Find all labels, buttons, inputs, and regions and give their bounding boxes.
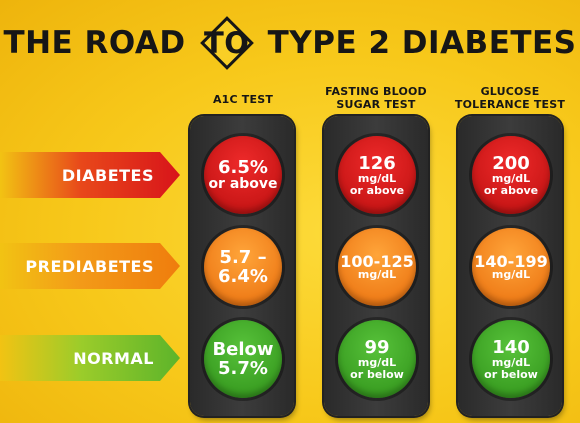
column-header-line: A1C TEST — [212, 93, 274, 106]
light-red: 200 mg/dL or above — [472, 136, 550, 214]
light-value: 126 — [358, 152, 396, 174]
light-value: 140-199 — [474, 251, 548, 271]
row-label-prediabetes: PREDIABETES — [0, 243, 180, 289]
light-red: 6.5% or above — [204, 136, 282, 214]
light-value: 200 — [492, 152, 530, 174]
light-qualifier: or above — [483, 183, 539, 197]
light-unit: mg/dL — [491, 171, 531, 185]
title-middle: TO — [203, 26, 250, 60]
light-green: Below 5.7% — [204, 320, 282, 398]
light-orange: 5.7 – 6.4% — [204, 228, 282, 306]
light-orange: 100-125 mg/dL — [338, 228, 416, 306]
light-value-2: 5.7% — [218, 358, 268, 379]
light-green: 99 mg/dL or below — [338, 320, 416, 398]
column-header-glucose: GLUCOSE TOLERANCE TEST — [440, 85, 580, 111]
row-label-normal: NORMAL — [0, 335, 180, 381]
light-value: 6.5% — [218, 157, 268, 178]
light-unit: mg/dL — [491, 355, 531, 369]
row-label-text: PREDIABETES — [25, 256, 154, 276]
light-value: 5.7 – — [219, 247, 267, 268]
light-qualifier: or below — [484, 367, 538, 381]
row-label-text: DIABETES — [61, 165, 154, 185]
road-sign-icon: TO — [194, 16, 260, 70]
column-header-a1c: A1C TEST — [173, 93, 313, 106]
column-header-line: SUGAR TEST — [336, 98, 416, 111]
light-qualifier: or above — [349, 183, 405, 197]
traffic-light-fasting: 126 mg/dL or above 100-125 mg/dL 99 mg/d… — [324, 116, 428, 416]
light-value: 99 — [364, 336, 390, 358]
traffic-light-glucose: 200 mg/dL or above 140-199 mg/dL 140 mg/… — [458, 116, 562, 416]
column-header-fasting: FASTING BLOOD SUGAR TEST — [306, 85, 446, 111]
light-value-2: 6.4% — [218, 266, 268, 287]
light-value: Below — [212, 339, 274, 360]
light-unit: or above — [208, 176, 278, 192]
light-unit: mg/dL — [357, 355, 397, 369]
light-value: 140 — [492, 336, 530, 358]
light-red: 126 mg/dL or above — [338, 136, 416, 214]
row-label-diabetes: DIABETES — [0, 152, 180, 198]
light-unit: mg/dL — [491, 267, 531, 281]
column-header-line: GLUCOSE — [480, 85, 540, 98]
light-orange: 140-199 mg/dL — [472, 228, 550, 306]
row-label-text: NORMAL — [73, 348, 154, 368]
title-left: THE ROAD — [3, 25, 186, 61]
title-right: TYPE 2 DIABETES — [267, 25, 577, 61]
traffic-light-a1c: 6.5% or above 5.7 – 6.4% Below 5.7% — [190, 116, 294, 416]
light-value: 100-125 — [340, 251, 414, 271]
light-qualifier: or below — [350, 367, 404, 381]
column-header-line: FASTING BLOOD — [325, 85, 427, 98]
light-unit: mg/dL — [357, 267, 397, 281]
column-header-line: TOLERANCE TEST — [454, 98, 566, 111]
light-unit: mg/dL — [357, 171, 397, 185]
light-green: 140 mg/dL or below — [472, 320, 550, 398]
page-title: THE ROAD TO TYPE 2 DIABETES — [0, 16, 580, 70]
